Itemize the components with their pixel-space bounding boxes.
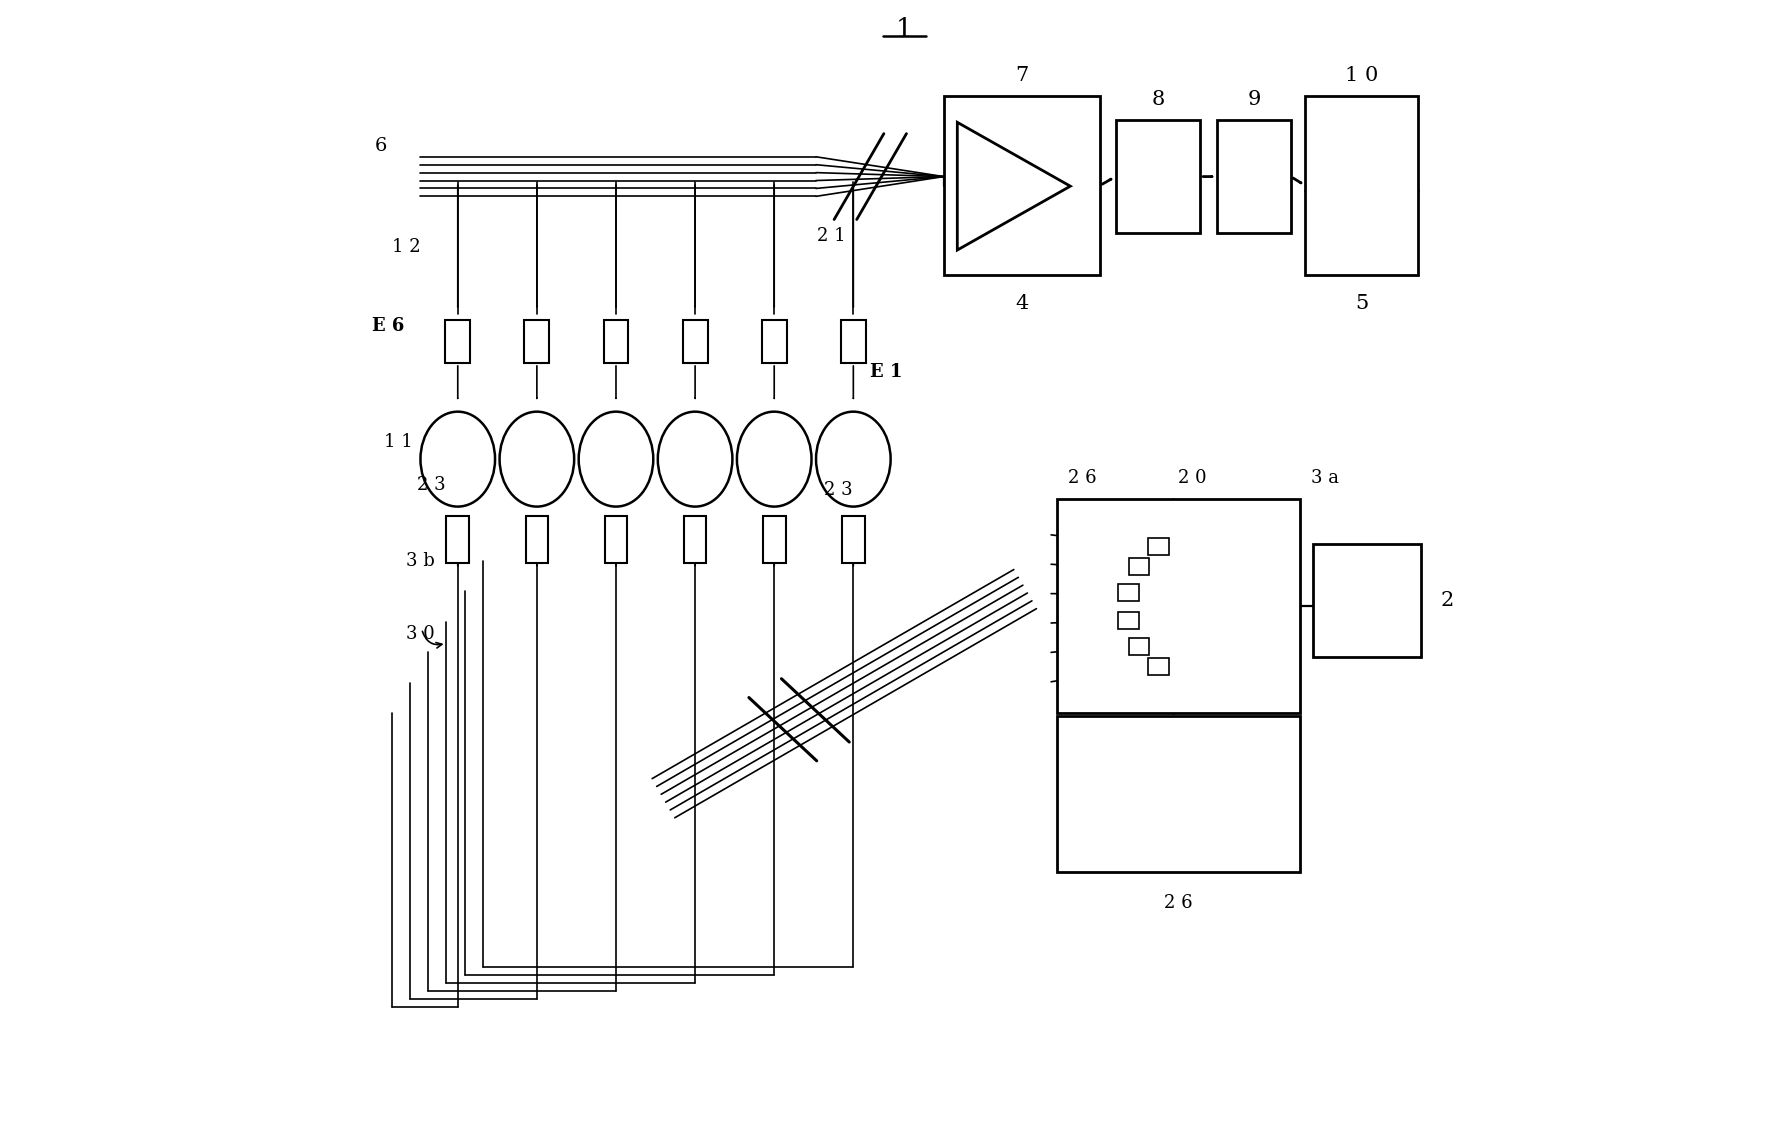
Bar (525, 516, 548, 563)
Bar (683, 516, 706, 563)
Text: 1 2: 1 2 (391, 238, 422, 256)
Bar (445, 321, 470, 363)
Text: 2: 2 (1441, 591, 1453, 610)
Bar (841, 321, 866, 363)
Bar (841, 516, 865, 563)
Text: 3 b: 3 b (406, 552, 434, 570)
Bar (525, 321, 550, 363)
Bar (1128, 638, 1149, 655)
Bar (1128, 559, 1149, 576)
Text: 3 a: 3 a (1311, 469, 1340, 487)
Text: 9: 9 (1247, 91, 1261, 109)
Bar (1119, 585, 1139, 602)
Text: 7: 7 (1016, 67, 1028, 85)
Bar (1147, 538, 1169, 555)
Bar (1057, 499, 1300, 714)
Bar (761, 321, 786, 363)
Bar (943, 96, 1099, 275)
Text: 2 0: 2 0 (1178, 469, 1206, 487)
Text: 3 0: 3 0 (406, 625, 434, 644)
Bar (1119, 612, 1139, 629)
Bar (1313, 544, 1421, 657)
Bar (1306, 96, 1418, 275)
Text: 2 6: 2 6 (1163, 894, 1192, 912)
Bar (447, 516, 470, 563)
Bar (1057, 716, 1300, 871)
Text: 6: 6 (375, 137, 388, 155)
Text: 4: 4 (1016, 293, 1028, 313)
Text: 2 3: 2 3 (824, 480, 852, 499)
Text: E 1: E 1 (870, 363, 902, 381)
Text: 2 6: 2 6 (1067, 469, 1096, 487)
Bar (683, 321, 708, 363)
Text: 2 1: 2 1 (817, 228, 845, 246)
Bar (1147, 658, 1169, 675)
Text: 1: 1 (897, 17, 913, 42)
Bar (1217, 120, 1292, 233)
Text: E 6: E 6 (372, 317, 404, 334)
Bar (605, 516, 628, 563)
Text: 2 3: 2 3 (416, 476, 447, 494)
Text: 8: 8 (1151, 91, 1165, 109)
Text: 5: 5 (1356, 293, 1368, 313)
Text: 1 0: 1 0 (1345, 67, 1379, 85)
Bar (763, 516, 786, 563)
Text: 1 1: 1 1 (384, 433, 413, 451)
Bar (1115, 120, 1201, 233)
Bar (603, 321, 628, 363)
